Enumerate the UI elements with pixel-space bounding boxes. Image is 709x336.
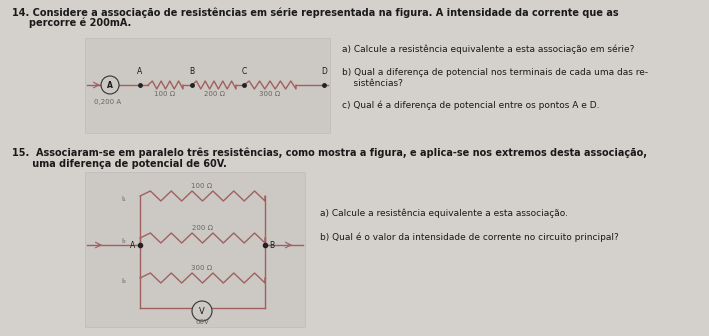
Text: 200 Ω: 200 Ω (191, 225, 213, 231)
Circle shape (101, 77, 118, 93)
Text: 15.  Associaram-se em paralelo três resistências, como mostra a figura, e aplica: 15. Associaram-se em paralelo três resis… (12, 148, 647, 159)
Text: 60V: 60V (195, 319, 209, 325)
Text: I₃: I₃ (122, 278, 126, 284)
Text: sistências?: sistências? (342, 79, 403, 88)
Text: percorre é 200mA.: percorre é 200mA. (12, 18, 131, 29)
Text: b) Qual a diferença de potencial nos terminais de cada uma das re-: b) Qual a diferença de potencial nos ter… (342, 68, 648, 77)
Text: uma diferença de potencial de 60V.: uma diferença de potencial de 60V. (12, 159, 227, 169)
FancyBboxPatch shape (85, 172, 305, 327)
Text: A: A (138, 67, 143, 76)
Text: c) Qual é a diferença de potencial entre os pontos A e D.: c) Qual é a diferença de potencial entre… (342, 100, 600, 110)
Text: a) Calcule a resistência equivalente a esta associação em série?: a) Calcule a resistência equivalente a e… (342, 45, 635, 54)
Text: 200 Ω: 200 Ω (203, 91, 225, 97)
Text: I₂: I₂ (121, 238, 126, 244)
Text: I₁: I₁ (122, 196, 126, 202)
Text: a) Calcule a resistência equivalente a esta associação.: a) Calcule a resistência equivalente a e… (320, 208, 568, 217)
Text: 300 Ω: 300 Ω (191, 265, 213, 271)
Text: 100 Ω: 100 Ω (191, 183, 213, 189)
Text: 0,200 A: 0,200 A (94, 99, 121, 105)
Text: C: C (241, 67, 247, 76)
Text: B: B (269, 242, 274, 251)
Text: 300 Ω: 300 Ω (259, 91, 281, 97)
Text: V: V (199, 307, 205, 316)
Text: A: A (107, 81, 113, 90)
FancyBboxPatch shape (85, 38, 330, 133)
Text: 100 Ω: 100 Ω (155, 91, 176, 97)
Text: A: A (130, 242, 135, 251)
Circle shape (192, 301, 212, 321)
Text: b) Qual é o valor da intensidade de corrente no circuito principal?: b) Qual é o valor da intensidade de corr… (320, 232, 619, 242)
Text: B: B (189, 67, 194, 76)
Text: D: D (321, 67, 327, 76)
Text: 14. Considere a associação de resistências em série representada na figura. A in: 14. Considere a associação de resistênci… (12, 7, 619, 17)
